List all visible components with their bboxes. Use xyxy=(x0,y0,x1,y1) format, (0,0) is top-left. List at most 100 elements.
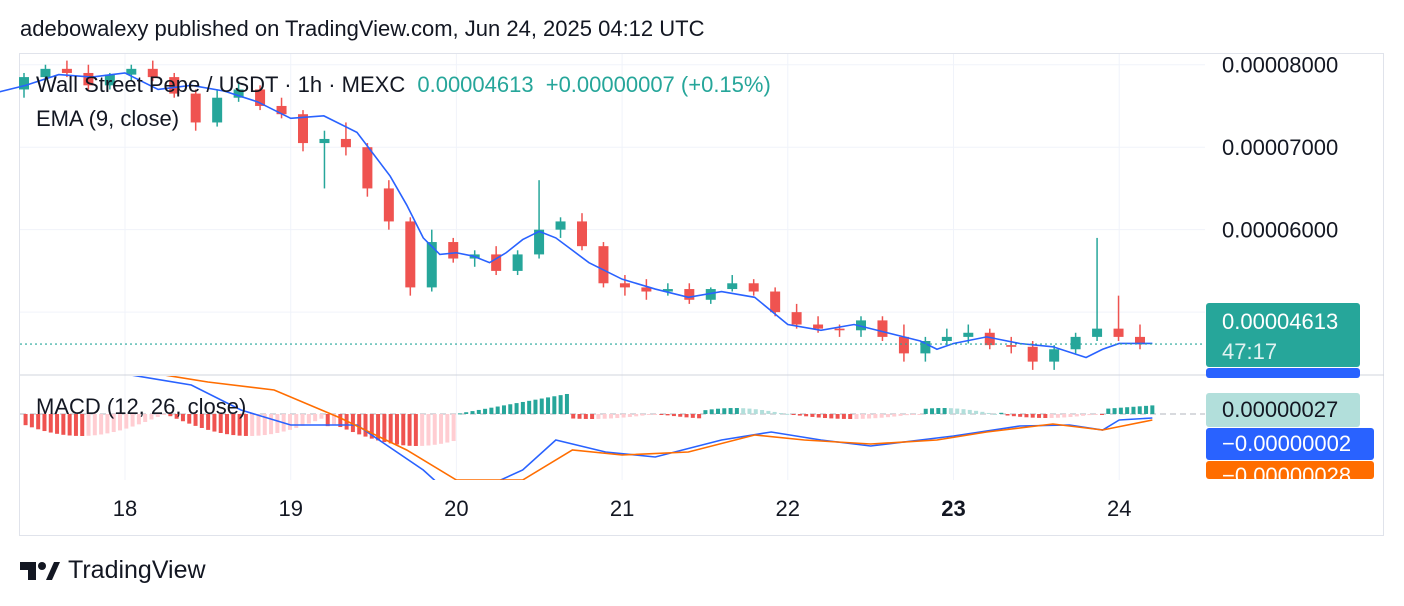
macd-histogram-bar xyxy=(961,409,966,414)
macd-histogram-bar xyxy=(810,414,815,417)
macd-histogram-bar xyxy=(363,414,368,437)
macd-histogram-bar xyxy=(193,414,198,426)
macd-histogram-bar xyxy=(860,414,865,419)
macd-histogram-bar xyxy=(23,414,28,426)
macd-histogram-bar xyxy=(99,414,104,435)
macd-histogram-bar xyxy=(294,414,299,428)
macd-histogram-bar xyxy=(980,411,985,414)
tradingview-footer[interactable]: TradingView xyxy=(20,556,206,585)
macd-histogram-bar xyxy=(986,412,991,414)
macd-histogram-bar xyxy=(382,414,387,443)
legend-price: 0.00004613 xyxy=(417,72,534,97)
macd-histogram-bar xyxy=(508,404,513,414)
macd-histogram-bar xyxy=(791,414,796,415)
candle-body xyxy=(169,77,180,94)
time-axis-label: 23 xyxy=(941,496,965,521)
macd-histogram-bar xyxy=(823,414,828,419)
candle-body xyxy=(426,242,437,288)
legend-change: +0.00000007 (+0.15%) xyxy=(545,72,771,97)
candle-body xyxy=(448,242,459,259)
macd-histogram-bar xyxy=(457,413,462,415)
candle-body xyxy=(19,77,29,90)
macd-histogram-bar xyxy=(734,408,739,414)
time-axis-label: 20 xyxy=(444,496,468,521)
macd-histogram-bar xyxy=(55,414,60,434)
candle-body xyxy=(255,89,266,106)
macd-histogram-bar xyxy=(930,408,935,414)
macd-histogram-bar xyxy=(596,414,601,419)
ema-line xyxy=(0,72,1153,359)
macd-histogram-bar xyxy=(514,403,519,414)
macd-histogram-bar xyxy=(29,414,34,428)
macd-histogram-bar xyxy=(130,414,135,427)
time-axis-label: 19 xyxy=(278,496,302,521)
candle-body xyxy=(684,289,695,300)
macd-histogram-bar xyxy=(287,414,292,430)
macd-histogram-bar xyxy=(703,410,708,414)
macd-histogram-bar xyxy=(357,414,362,435)
macd-histogram-bar xyxy=(256,414,261,436)
macd-histogram-bar xyxy=(319,414,324,419)
candle-body xyxy=(212,97,223,123)
macd-histogram-bar xyxy=(225,414,230,435)
macd-histogram-bar xyxy=(187,414,192,424)
macd-histogram-bar xyxy=(684,414,689,418)
ema-legend[interactable]: EMA (9, close) xyxy=(36,106,185,132)
macd-histogram-bar xyxy=(180,414,185,422)
macd-label: MACD (12, 26, close) xyxy=(36,394,247,419)
macd-histogram-bar xyxy=(1093,414,1098,415)
candle-body xyxy=(856,320,866,331)
price-axis-label: 0.00006000 xyxy=(1222,218,1338,243)
macd-histogram-bar xyxy=(697,414,702,419)
candle-body xyxy=(1135,336,1145,345)
macd-histogram-bar xyxy=(923,408,928,414)
time-axis-label: 22 xyxy=(776,496,800,521)
macd-histogram-bar xyxy=(269,414,274,435)
macd-histogram-bar xyxy=(105,414,110,434)
candle-body xyxy=(834,328,845,331)
macd-histogram-bar xyxy=(237,414,242,436)
macd-histogram-bar xyxy=(48,414,53,433)
macd-histogram-bar xyxy=(439,414,444,444)
macd-histogram-bar xyxy=(552,396,557,414)
signal-line-value: −0.00000028 xyxy=(1222,463,1352,479)
macd-histogram-bar xyxy=(445,414,450,443)
macd-histogram-bar xyxy=(162,414,167,415)
candle-body xyxy=(877,320,888,337)
macd-histogram-bar xyxy=(42,414,47,432)
macd-histogram-bar xyxy=(86,414,91,436)
macd-histogram-bar xyxy=(1112,408,1117,414)
macd-histogram-bar xyxy=(608,414,613,419)
macd-histogram-bar xyxy=(1049,414,1054,418)
macd-histogram-bar xyxy=(243,414,248,436)
macd-histogram-bar xyxy=(967,409,972,414)
macd-histogram-bar xyxy=(722,408,727,414)
macd-histogram-bar xyxy=(1150,405,1155,414)
macd-histogram-bar xyxy=(571,414,576,419)
macd-histogram-bar xyxy=(948,408,953,414)
macd-legend[interactable]: MACD (12, 26, close) xyxy=(36,394,252,420)
macd-histogram-bar xyxy=(1005,414,1010,416)
candle-body xyxy=(40,68,51,78)
macd-histogram-bar xyxy=(546,397,551,414)
macd-histogram-bar xyxy=(476,409,481,414)
price-axis-label: 0.00007000 xyxy=(1222,135,1338,160)
macd-histogram-bar xyxy=(848,414,853,419)
macd-histogram-bar xyxy=(627,414,632,417)
candle-body xyxy=(83,72,94,86)
macd-histogram-bar xyxy=(1125,407,1130,414)
candle-body xyxy=(104,74,115,86)
last-price-tag: 0.00004613 47:17 xyxy=(1206,303,1360,367)
symbol-legend: Wall Street Pepe / USDT · 1h · MEXC 0.00… xyxy=(36,72,777,98)
macd-histogram-bar xyxy=(143,414,148,422)
candle-body xyxy=(190,93,201,123)
macd-histogram-bar xyxy=(218,414,223,433)
macd-histogram-bar xyxy=(80,414,85,436)
macd-histogram-bar xyxy=(558,395,563,414)
macd-histogram-bar xyxy=(174,414,179,419)
macd-histogram-bar xyxy=(797,414,802,416)
candle-body xyxy=(1113,328,1124,337)
macd-histogram-bar xyxy=(262,414,267,436)
macd-histogram-bar xyxy=(741,408,746,414)
